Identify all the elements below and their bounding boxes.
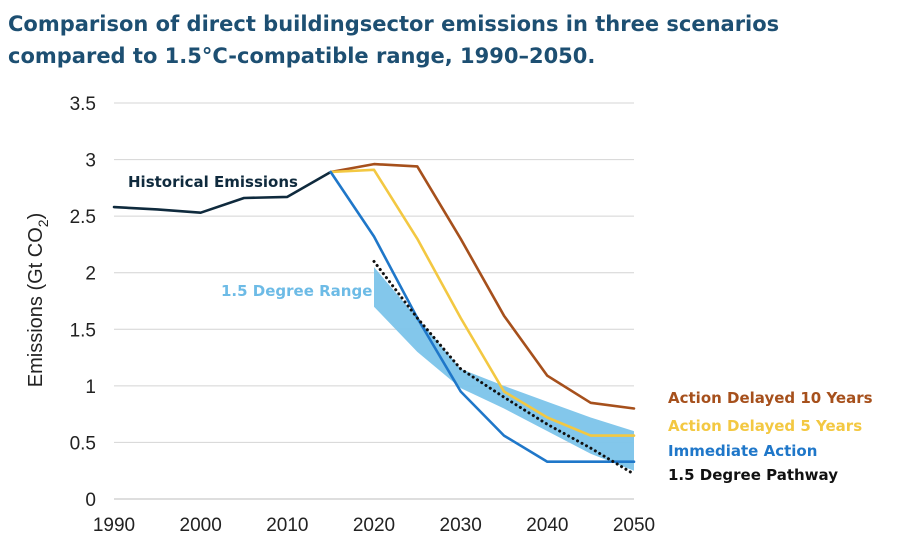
series-line-1-5-degree-pathway (372, 259, 636, 476)
series-lines (112, 162, 636, 476)
x-tick-label: 2030 (440, 515, 482, 536)
x-tick-label: 2000 (180, 515, 222, 536)
y-axis-label: Emissions (Gt CO2) (25, 213, 51, 388)
legend-immediate-action: Immediate Action (668, 442, 817, 460)
y-tick-label: 0 (85, 490, 96, 511)
chart-title-line-1: Comparison of direct buildingsector emis… (8, 12, 780, 36)
x-tick-label: 2020 (353, 515, 395, 536)
series-line-historical-emissions (112, 170, 333, 214)
series-line-action-delayed-10-years (329, 162, 636, 410)
gridlines (114, 102, 634, 500)
x-tick-label: 2050 (613, 515, 655, 536)
range-band-area (374, 267, 634, 471)
x-tick-label: 2010 (266, 515, 308, 536)
y-tick-label: 1 (85, 377, 96, 398)
chart-title-line-2: compared to 1.5°C-compatible range, 1990… (8, 44, 596, 68)
chart-title: Comparison of direct buildingsector emis… (8, 8, 868, 72)
legend-pathway: 1.5 Degree Pathway (668, 466, 838, 484)
x-axis-ticks: 1990 2000 2010 2020 2030 2040 2050 (93, 515, 655, 536)
y-tick-label: 1.5 (70, 320, 96, 341)
annotation-range-label: 1.5 Degree Range (221, 282, 372, 300)
y-tick-label: 2.5 (70, 207, 96, 228)
annotation-historical-emissions: Historical Emissions (128, 173, 298, 191)
y-tick-label: 3.5 (70, 94, 96, 115)
range-band-layer (374, 267, 634, 471)
x-tick-label: 1990 (93, 515, 135, 536)
series-line-immediate-action (329, 170, 636, 464)
y-axis-ticks: 0 0.5 1 1.5 2 2.5 3 3.5 (70, 94, 96, 511)
x-tick-label: 2040 (526, 515, 568, 536)
series-line-action-delayed-5-years (329, 168, 636, 437)
legend-action-delayed-5: Action Delayed 5 Years (668, 417, 862, 435)
y-tick-label: 2 (85, 264, 96, 285)
legend-action-delayed-10: Action Delayed 10 Years (668, 389, 873, 407)
y-tick-label: 0.5 (70, 433, 96, 454)
y-tick-label: 3 (85, 151, 96, 172)
